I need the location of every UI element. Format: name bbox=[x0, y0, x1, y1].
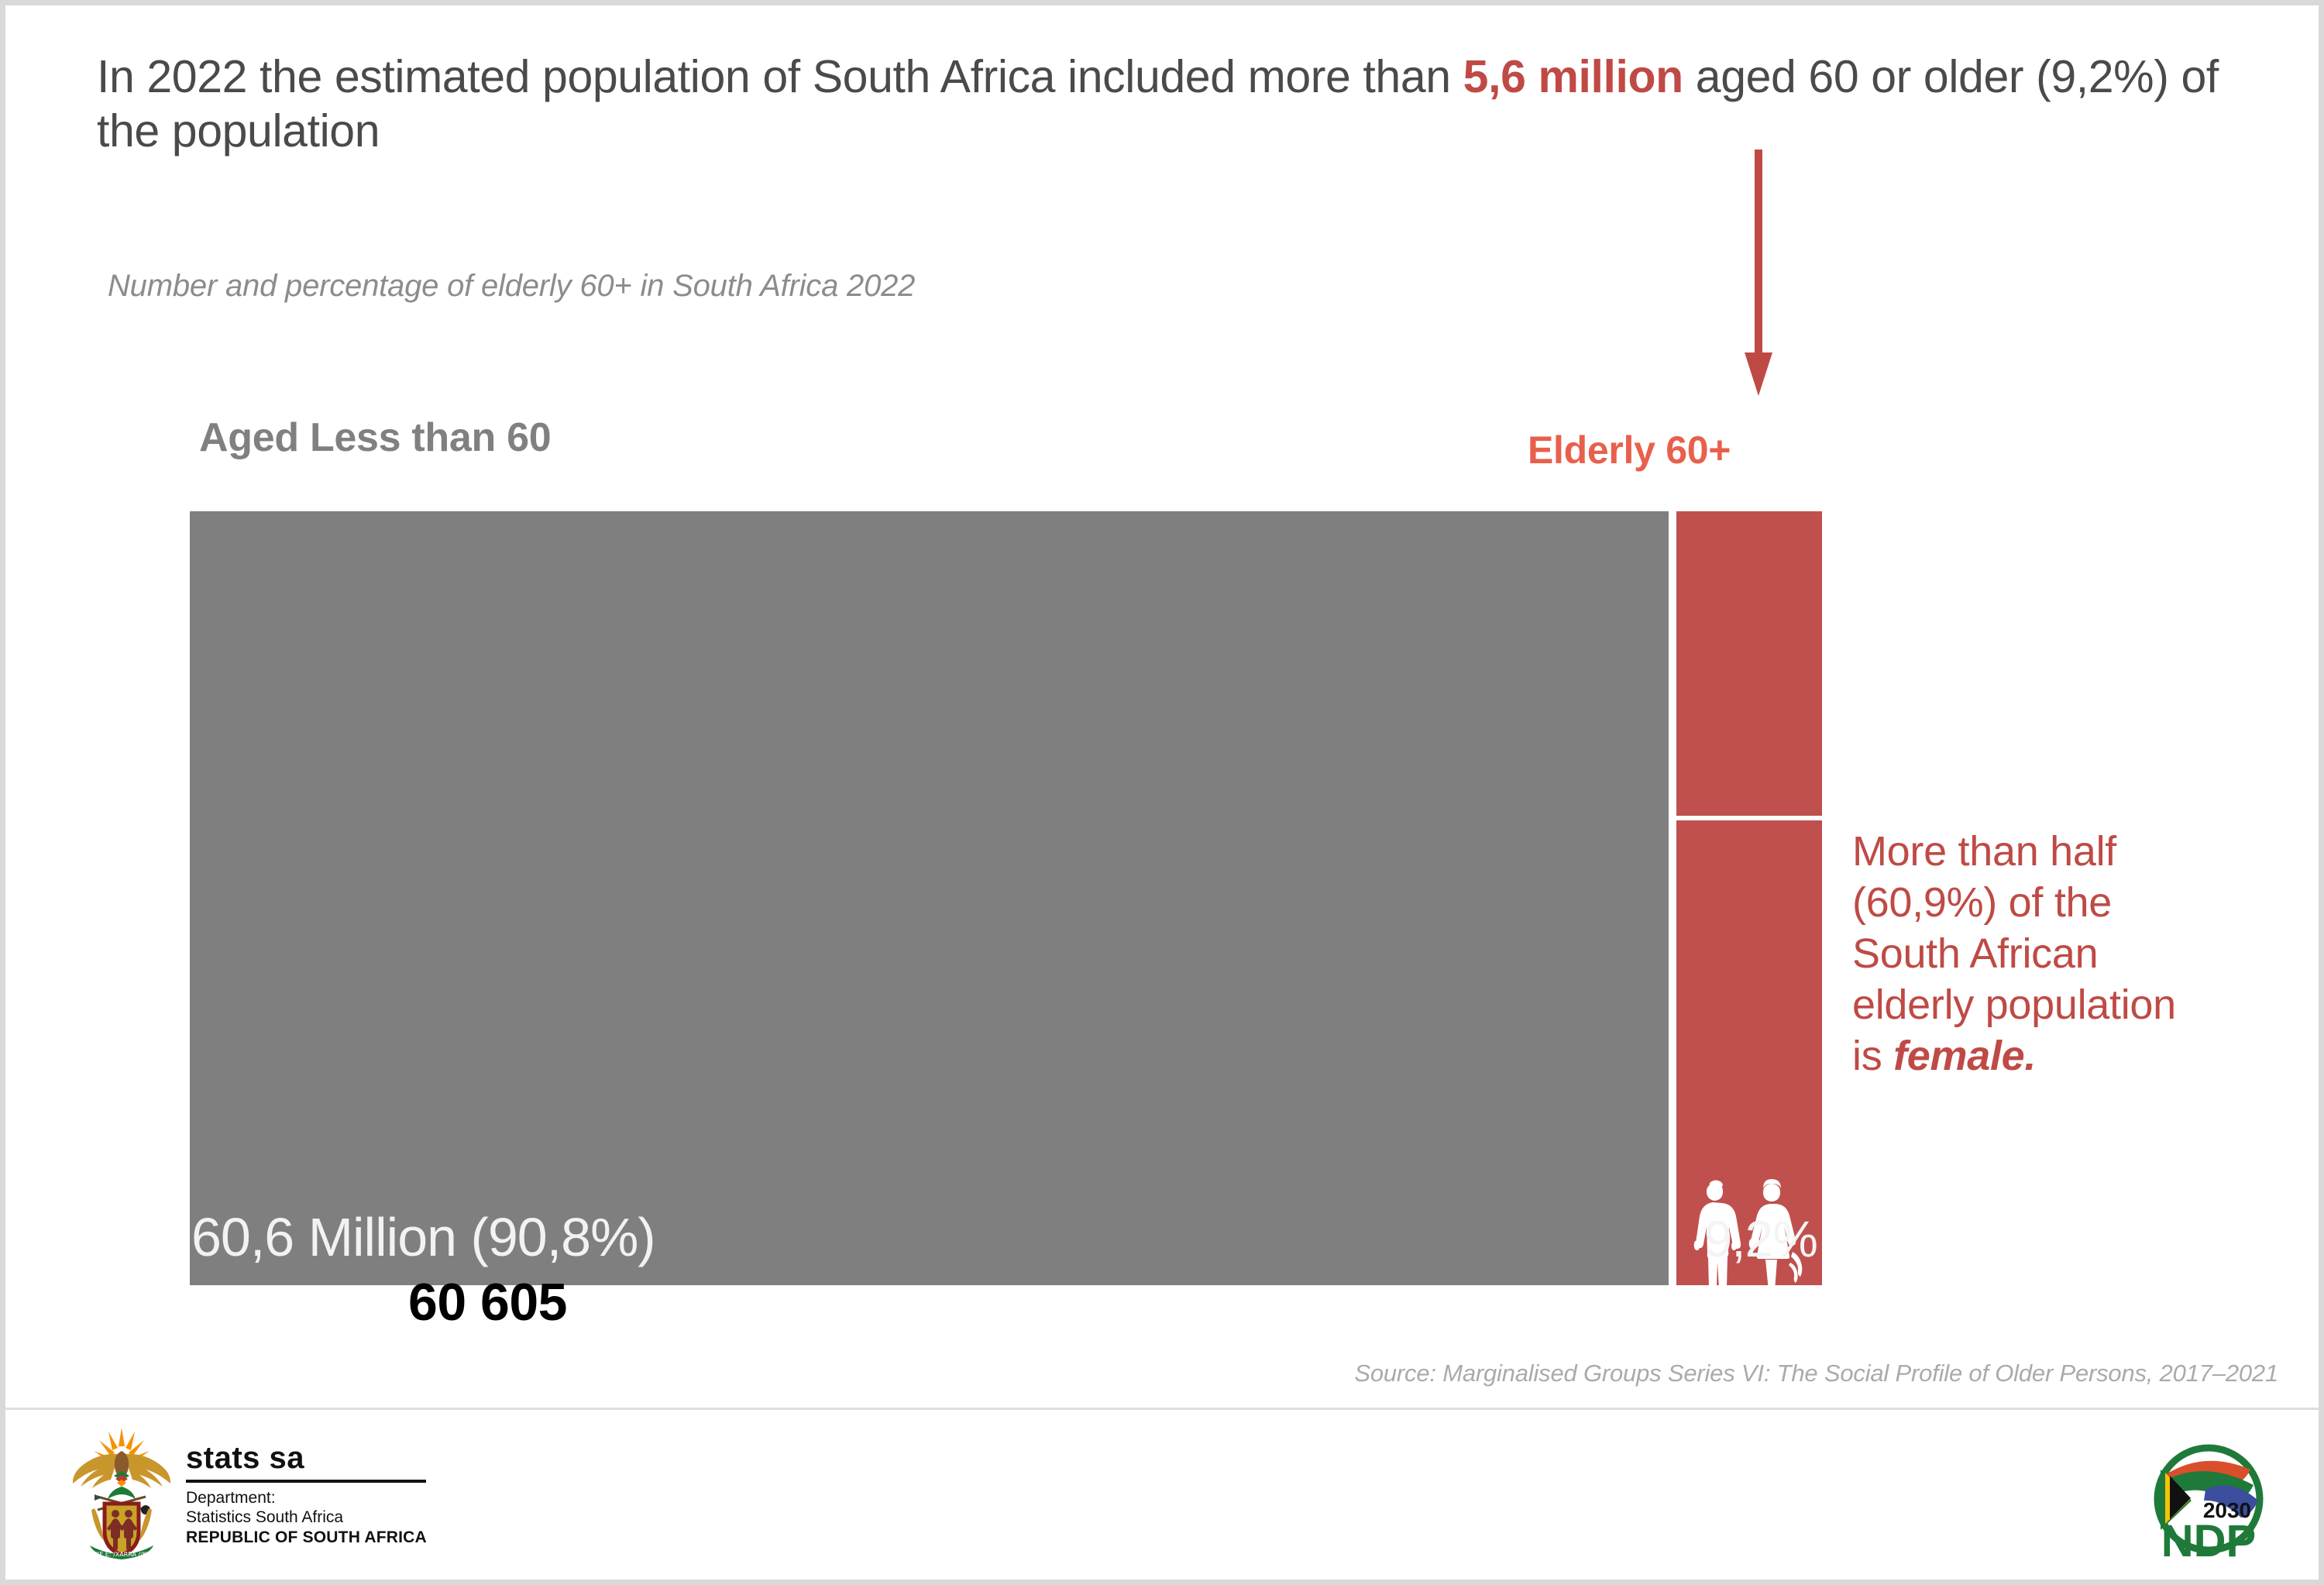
bar-segment-elderly: 9,2% bbox=[1676, 511, 1822, 1312]
bar-value-label: 60,6 Million (90,8%) bbox=[191, 1207, 656, 1267]
statssa-department: Department: Statistics South Africa bbox=[186, 1488, 344, 1527]
bar-segment-under-60: 60 605 60,6 Million (90,8%) bbox=[190, 511, 1669, 1332]
source-note: Source: Marginalised Groups Series VI: T… bbox=[1354, 1360, 2278, 1387]
headline-highlight: 5,6 million bbox=[1463, 51, 1684, 102]
south-africa-coat-of-arms-icon: !KE E: /XARRA //KE bbox=[71, 1423, 172, 1563]
coat-of-arms-svg: !KE E: /XARRA //KE bbox=[72, 1428, 171, 1559]
infographic-page: In 2022 the estimated population of Sout… bbox=[5, 5, 2319, 1580]
footer-divider bbox=[5, 1408, 2319, 1410]
headline-part-2: aged 60 or older (9,2%) of the populatio… bbox=[97, 51, 2219, 156]
annotation-female-share: More than half (60,9%) of the South Afri… bbox=[1852, 827, 2216, 1081]
stacked-bar-chart: 60 605 60,6 Million (90,8%) bbox=[190, 511, 1822, 1332]
arrow-down-icon bbox=[1745, 150, 1772, 396]
category-label-under-60: Aged Less than 60 bbox=[199, 415, 552, 460]
page-title: In 2022 the estimated population of Sout… bbox=[97, 50, 2274, 158]
annotation-emphasis: female. bbox=[1893, 1032, 2037, 1079]
statssa-wordmark: stats sa bbox=[186, 1440, 304, 1475]
elderly-couple-icon bbox=[1691, 1173, 1807, 1312]
statssa-rule bbox=[186, 1479, 426, 1483]
category-label-elderly: Elderly 60+ bbox=[1528, 428, 1731, 472]
ndp-acronym-text: NDP bbox=[2161, 1516, 2256, 1566]
bar-segment-elderly-upper bbox=[1676, 511, 1822, 816]
elderly-couple-silhouette-icon bbox=[1693, 1179, 1803, 1312]
ndp-year-text: 2030 bbox=[2203, 1498, 2251, 1522]
pointer-arrow bbox=[1741, 150, 1776, 397]
statssa-logo: !KE E: /XARRA //KE stats sa Department: … bbox=[71, 1419, 459, 1566]
svg-text:!KE E: /XARRA //KE: !KE E: /XARRA //KE bbox=[93, 1551, 151, 1558]
statssa-wordmark-block: stats sa Department: Statistics South Af… bbox=[186, 1438, 459, 1548]
statssa-country: REPUBLIC OF SOUTH AFRICA bbox=[186, 1528, 427, 1546]
ndp-2030-icon: 2030 NDP bbox=[2154, 1444, 2264, 1566]
ndp-logo: 2030 NDP bbox=[2131, 1439, 2286, 1566]
annotation-text: More than half (60,9%) of the South Afri… bbox=[1852, 828, 2176, 1079]
bar-count-label: 60 605 bbox=[408, 1273, 567, 1332]
bar-percent-label: 9,2% bbox=[1703, 1210, 1818, 1267]
chart-subtitle: Number and percentage of elderly 60+ in … bbox=[108, 269, 916, 303]
headline-part-1: In 2022 the estimated population of Sout… bbox=[97, 51, 1463, 102]
bar-segment-elderly-lower: 9,2% bbox=[1676, 820, 1822, 1312]
